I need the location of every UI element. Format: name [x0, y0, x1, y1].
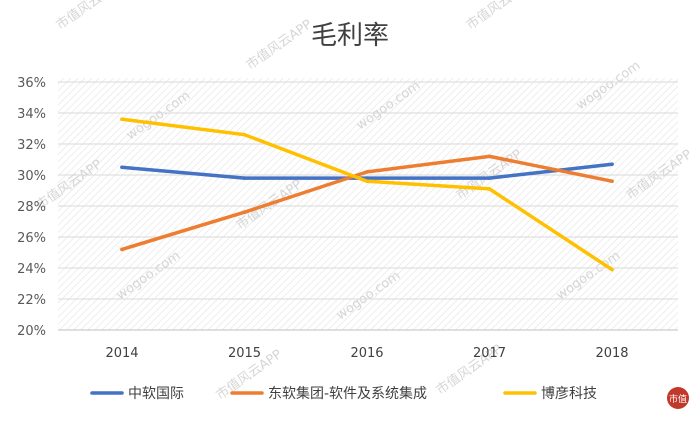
x-tick-label: 2018 [595, 346, 628, 361]
y-tick-label: 34% [17, 107, 46, 122]
data-point [610, 267, 614, 272]
legend-label: 中软国际 [128, 386, 184, 402]
legend-label: 东软集团-软件及系统集成 [268, 385, 427, 402]
watermark-text: 市值风云APP [463, 0, 535, 33]
x-tick-label: 2017 [473, 346, 506, 361]
svg-text:市值: 市值 [669, 393, 687, 405]
data-point [120, 165, 124, 170]
data-point [487, 154, 492, 159]
y-tick-label: 20% [17, 324, 46, 339]
data-point [242, 132, 247, 137]
y-tick-label: 26% [17, 231, 46, 246]
legend-label: 博彦科技 [541, 385, 597, 402]
data-point [242, 176, 247, 180]
y-tick-label: 24% [17, 262, 46, 277]
series-lines [120, 117, 614, 272]
data-point [120, 247, 124, 252]
x-axis: 2014 2015 2016 2017 2018 [105, 346, 628, 361]
legend: 中软国际 东软集团-软件及系统集成 博彦科技 [90, 385, 597, 402]
plot-area [58, 78, 678, 330]
y-tick-label: 36% [17, 76, 46, 91]
data-point [487, 176, 492, 180]
x-tick-label: 2014 [105, 346, 138, 361]
watermark-text: 市值风云APP [53, 0, 125, 33]
y-tick-label: 30% [17, 169, 46, 184]
data-point [487, 187, 492, 191]
data-point [120, 117, 124, 121]
data-point [365, 179, 369, 183]
y-tick-label: 28% [17, 200, 46, 215]
data-point [242, 210, 247, 214]
x-tick-label: 2016 [350, 346, 383, 361]
y-axis: 20% 22% 24% 26% 28% 30% 32% 34% 36% [17, 76, 46, 339]
watermark-text: 市值风云APP [243, 16, 315, 73]
y-tick-label: 22% [17, 293, 46, 308]
data-point [610, 162, 614, 166]
data-point [610, 179, 614, 183]
y-tick-label: 32% [17, 138, 46, 153]
data-point [365, 170, 369, 174]
chart-title: 毛利率 [311, 21, 389, 51]
brand-logo: 市值 [667, 387, 689, 409]
x-tick-label: 2015 [228, 346, 261, 361]
